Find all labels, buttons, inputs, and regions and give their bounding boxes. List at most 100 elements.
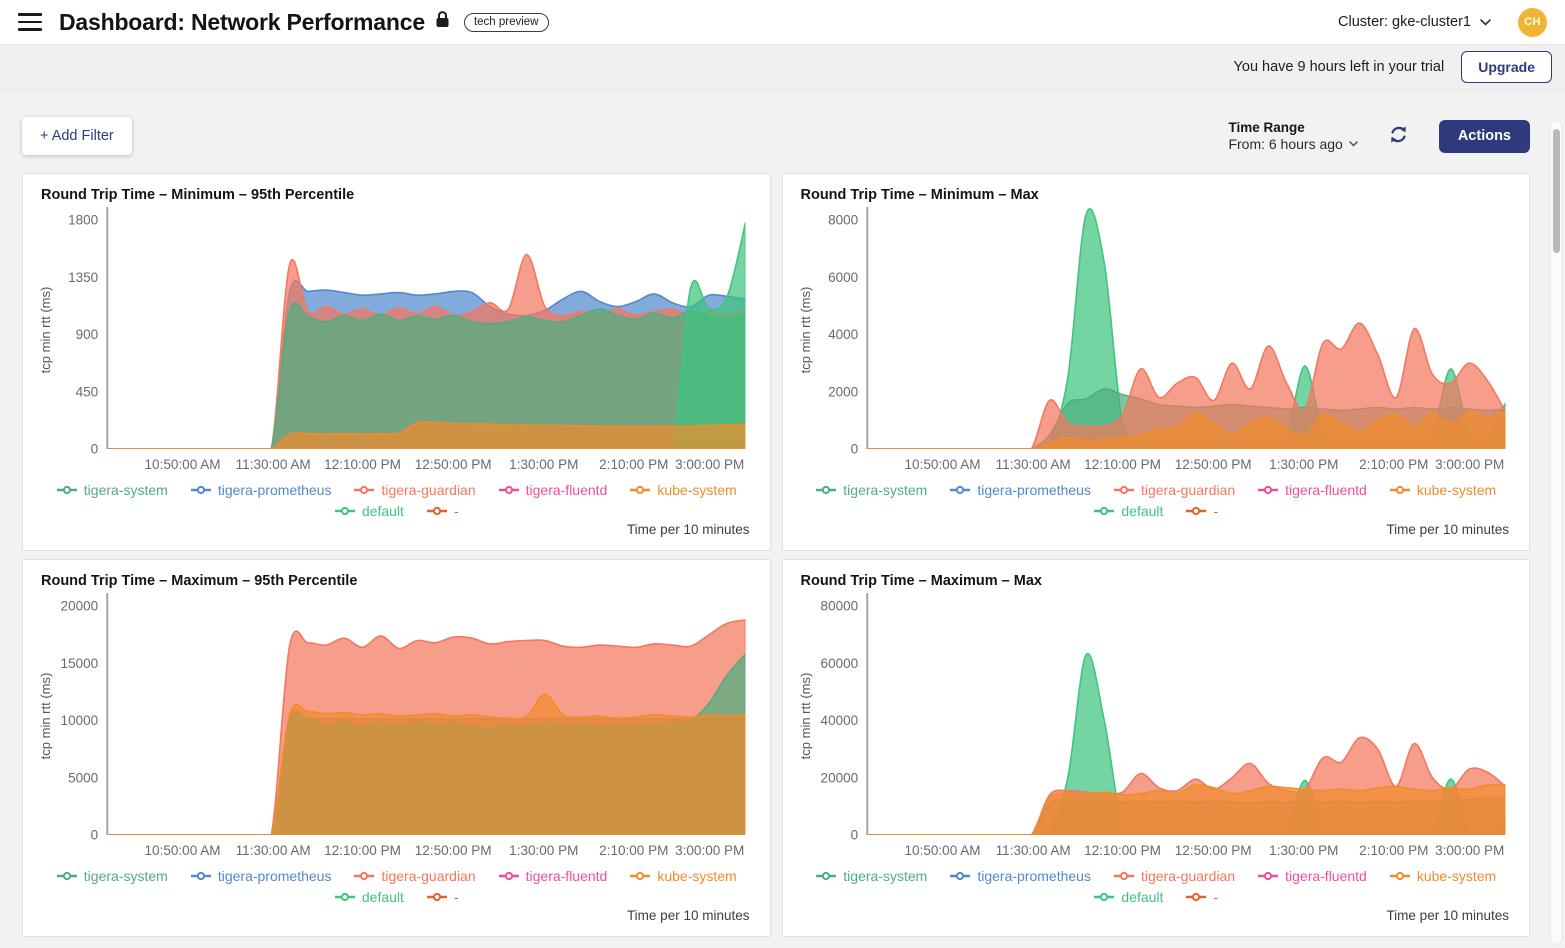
svg-text:11:30:00 AM: 11:30:00 AM: [236, 457, 311, 472]
svg-text:tcp min rtt (ms): tcp min rtt (ms): [38, 287, 53, 374]
svg-text:40000: 40000: [820, 713, 858, 728]
chart-title: Round Trip Time – Minimum – 95th Percent…: [41, 187, 355, 203]
svg-text:60000: 60000: [820, 656, 858, 671]
lock-icon: [435, 11, 450, 33]
legend-label: kube-system: [1416, 867, 1497, 884]
legend-item-kube-system: kube-system: [1389, 868, 1496, 884]
legend-marker-icon: [354, 485, 375, 494]
legend-marker-icon: [426, 892, 447, 901]
chart-legend-row-1: tigera-system tigera-prometheus tigera-gua…: [797, 479, 1516, 500]
legend-label: tigera-system: [83, 481, 168, 498]
legend-item-kube-system: kube-system: [1389, 482, 1496, 498]
page-title: Dashboard: Network Performance: [59, 8, 425, 35]
chart-canvas[interactable]: 0 5000 10000 15000 20000 tcp min rtt (ms) 10:5…: [37, 589, 756, 865]
svg-text:5000: 5000: [68, 770, 98, 785]
chart-card-max-max: Round Trip Time – Maximum – Max 0 20000 40…: [781, 559, 1530, 937]
legend-label: tigera-system: [83, 867, 168, 884]
legend-marker-icon: [630, 485, 651, 494]
legend-item-tigera-fluentd: tigera-fluentd: [498, 482, 607, 498]
hamburger-menu-icon[interactable]: [18, 13, 42, 31]
refresh-button[interactable]: [1385, 121, 1412, 151]
svg-text:0: 0: [850, 828, 858, 843]
top-bar: Dashboard: Network Performance tech prev…: [0, 0, 1565, 45]
legend-item-tigera-guardian: tigera-guardian: [1113, 868, 1235, 884]
svg-text:1:30:00 PM: 1:30:00 PM: [509, 457, 578, 472]
legend-label: kube-system: [1416, 481, 1497, 498]
chart-card-min-max: Round Trip Time – Minimum – Max 0 2000 400…: [781, 173, 1530, 551]
legend-item-dash: -: [1185, 503, 1218, 519]
legend-label: -: [1213, 502, 1219, 519]
legend-label: default: [361, 502, 404, 519]
legend-item-default: default: [1093, 889, 1163, 905]
svg-text:12:10:00 PM: 12:10:00 PM: [1084, 843, 1161, 858]
filter-toolbar: + Add Filter Time Range From: 6 hours ag…: [22, 117, 1530, 155]
chart-legend-row-1: tigera-system tigera-prometheus tigera-gua…: [37, 479, 756, 500]
legend-label: tigera-prometheus: [977, 481, 1091, 498]
legend-item-default: default: [1093, 503, 1163, 519]
svg-text:10:50:00 AM: 10:50:00 AM: [145, 457, 221, 472]
svg-text:20000: 20000: [61, 599, 99, 614]
legend-marker-icon: [56, 485, 77, 494]
svg-text:10000: 10000: [61, 713, 99, 728]
legend-label: default: [1121, 502, 1164, 519]
upgrade-button[interactable]: Upgrade: [1461, 51, 1552, 83]
svg-text:3:00:00 PM: 3:00:00 PM: [1435, 457, 1504, 472]
legend-marker-icon: [56, 871, 77, 880]
legend-label: tigera-fluentd: [525, 867, 608, 884]
legend-marker-icon: [190, 871, 211, 880]
legend-marker-icon: [334, 506, 355, 515]
add-filter-button[interactable]: + Add Filter: [22, 117, 132, 155]
svg-text:1:30:00 PM: 1:30:00 PM: [509, 843, 578, 858]
svg-text:3:00:00 PM: 3:00:00 PM: [675, 843, 744, 858]
svg-text:3:00:00 PM: 3:00:00 PM: [1435, 843, 1504, 858]
legend-label: tigera-prometheus: [217, 481, 332, 498]
chevron-down-icon: [1349, 141, 1358, 147]
time-range-title: Time Range: [1228, 120, 1305, 135]
legend-item-tigera-fluentd: tigera-fluentd: [1257, 868, 1367, 884]
svg-text:10:50:00 AM: 10:50:00 AM: [904, 457, 980, 472]
svg-text:11:30:00 AM: 11:30:00 AM: [236, 843, 311, 858]
svg-text:0: 0: [91, 442, 99, 457]
legend-marker-icon: [1389, 485, 1410, 494]
cluster-selector[interactable]: Cluster: gke-cluster1: [1338, 14, 1491, 30]
legend-label: tigera-guardian: [1140, 867, 1236, 884]
legend-marker-icon: [1113, 485, 1134, 494]
legend-marker-icon: [1389, 871, 1410, 880]
svg-text:3:00:00 PM: 3:00:00 PM: [675, 457, 744, 472]
chart-footer: Time per 10 minutes: [626, 522, 750, 537]
legend-marker-icon: [1186, 892, 1207, 901]
legend-label: tigera-guardian: [381, 481, 476, 498]
chart-legend-row-1: tigera-system tigera-prometheus tigera-gua…: [37, 865, 756, 886]
actions-button[interactable]: Actions: [1438, 119, 1530, 153]
svg-text:2:10:00 PM: 2:10:00 PM: [1359, 457, 1428, 472]
legend-label: tigera-prometheus: [977, 867, 1091, 884]
chart-canvas[interactable]: 0 20000 40000 60000 80000 tcp min rtt (ms) 10:…: [797, 589, 1516, 865]
chart-legend-row-2: default -: [37, 886, 756, 907]
chart-footer: Time per 10 minutes: [626, 908, 750, 923]
avatar[interactable]: CH: [1518, 7, 1547, 37]
legend-marker-icon: [1258, 871, 1279, 880]
legend-label: tigera-guardian: [381, 867, 476, 884]
legend-item-tigera-guardian: tigera-guardian: [1113, 482, 1235, 498]
legend-marker-icon: [1186, 506, 1207, 515]
chart-canvas[interactable]: 0 450 900 1350 1800 tcp min rtt (ms) 10:50:00 …: [37, 203, 756, 479]
scrollbar-track[interactable]: [1550, 120, 1562, 945]
trial-banner: You have 9 hours left in your trial Upgr…: [0, 45, 1565, 90]
chart-canvas[interactable]: 0 2000 4000 6000 8000 tcp min rtt (ms) 10:50:0…: [797, 203, 1516, 479]
svg-text:15000: 15000: [61, 656, 99, 671]
legend-item-dash: -: [1185, 889, 1218, 905]
chart-title: Round Trip Time – Maximum – Max: [800, 573, 1042, 589]
legend-marker-icon: [1258, 485, 1279, 494]
svg-text:12:10:00 PM: 12:10:00 PM: [324, 457, 401, 472]
legend-item-tigera-guardian: tigera-guardian: [353, 481, 476, 498]
legend-item-tigera-prometheus: tigera-prometheus: [190, 481, 332, 498]
svg-text:10:50:00 AM: 10:50:00 AM: [904, 843, 980, 858]
svg-text:80000: 80000: [820, 599, 858, 614]
trial-message: You have 9 hours left in your trial: [1233, 59, 1445, 75]
svg-text:2:10:00 PM: 2:10:00 PM: [599, 457, 668, 472]
legend-item-tigera-prometheus: tigera-prometheus: [949, 482, 1091, 498]
legend-label: tigera-system: [843, 481, 928, 498]
legend-item-tigera-fluentd: tigera-fluentd: [1257, 482, 1367, 498]
scrollbar-thumb[interactable]: [1552, 129, 1560, 253]
time-range-selector[interactable]: Time Range From: 6 hours ago: [1228, 120, 1358, 152]
